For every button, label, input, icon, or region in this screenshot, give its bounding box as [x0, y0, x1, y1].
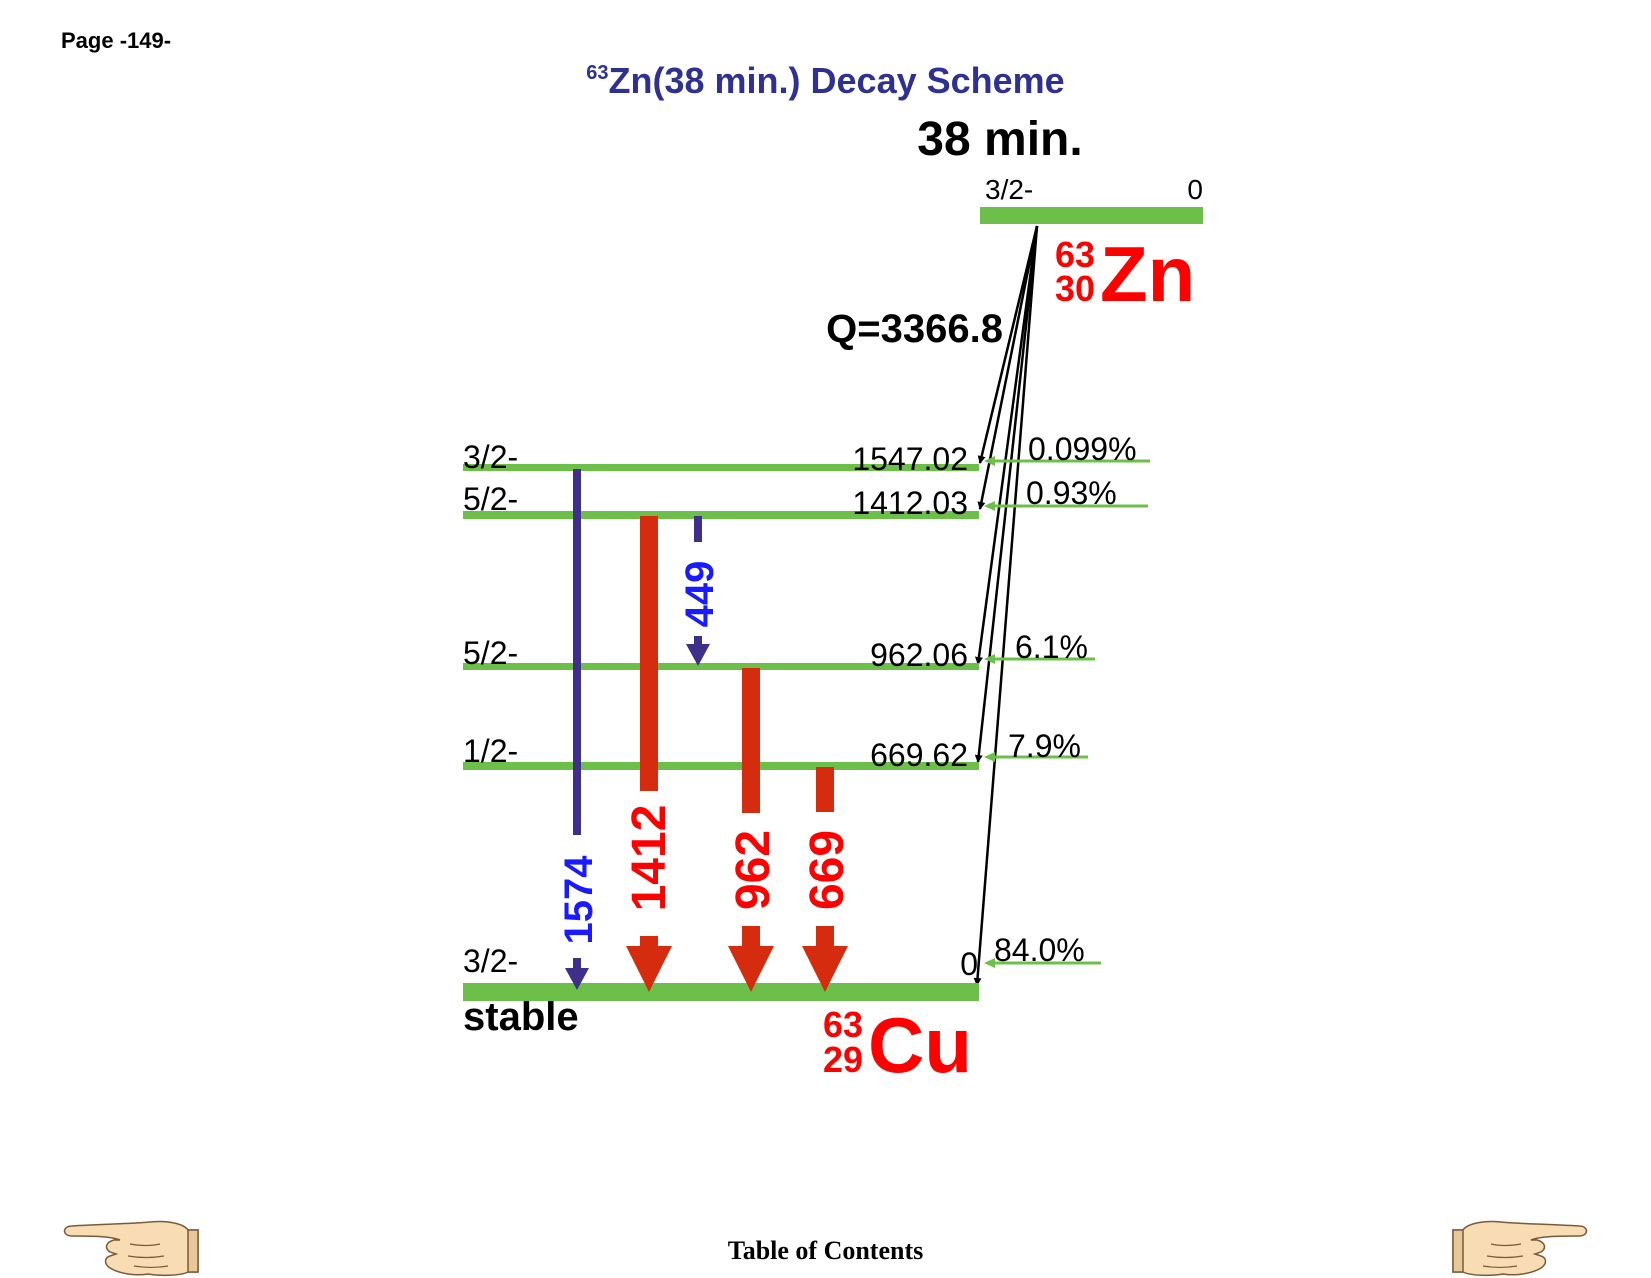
table-of-contents-link[interactable]: Table of Contents: [727, 1236, 924, 1265]
parent-spin: 3/2-: [985, 174, 1033, 205]
level-spin: 3/2-: [463, 439, 518, 475]
level-line: [463, 762, 979, 770]
gamma-arrowhead: [686, 644, 710, 666]
level-energy: 0: [960, 946, 978, 982]
gamma-shaft: [640, 516, 658, 791]
beta-line-669: [974, 225, 1039, 763]
level-line: [463, 511, 979, 519]
level-line: [463, 464, 979, 471]
gamma-shaft-lower: [640, 936, 658, 948]
gamma-shaft: [816, 767, 834, 812]
branch-arrowhead: [984, 958, 995, 968]
next-page-hand-icon[interactable]: [1451, 1218, 1591, 1278]
parent-element-symbol: Zn: [1100, 230, 1195, 318]
level-1547: 3/2- 1547.02 0.099%: [463, 431, 1150, 477]
level-energy: 669.62: [870, 737, 968, 773]
gamma-shaft: [573, 469, 581, 835]
gamma-449: 449: [678, 516, 722, 666]
level-1412: 5/2- 1412.03 0.93%: [463, 475, 1148, 521]
branch-arrowhead: [984, 654, 995, 664]
level-ground: 3/2- 0 84.0%: [463, 932, 1101, 1001]
level-spin: 1/2-: [463, 733, 518, 769]
daughter-mass-number: 63: [823, 1004, 863, 1045]
level-energy: 962.06: [870, 637, 968, 673]
level-line: [463, 983, 979, 1001]
level-energy: 1412.03: [852, 485, 968, 521]
title-text: Zn(38 min.) Decay Scheme: [608, 60, 1065, 101]
parent-atomic-number: 30: [1055, 268, 1095, 309]
gamma-shaft-lower: [573, 958, 581, 970]
beta-line-0: [973, 225, 1039, 986]
gamma-1574: 1574: [557, 469, 601, 990]
page-title: 63Zn(38 min.) Decay Scheme: [0, 60, 1651, 102]
gamma-shaft: [694, 516, 702, 542]
beta-line-962: [974, 225, 1039, 665]
level-spin: 3/2-: [463, 943, 518, 979]
gamma-label: 449: [678, 561, 722, 628]
q-value: Q=3366.8: [826, 307, 1003, 351]
daughter-atomic-number: 29: [823, 1039, 863, 1080]
level-spin: 5/2-: [463, 635, 518, 671]
previous-page-hand-icon[interactable]: [60, 1218, 200, 1278]
gamma-669: 669: [801, 767, 854, 992]
branch-percent: 6.1%: [1015, 629, 1088, 665]
gamma-shaft: [742, 668, 760, 813]
branch-percent: 7.9%: [1008, 728, 1081, 764]
parent-level-line: [980, 207, 1203, 224]
gamma-shaft-lower: [742, 926, 760, 948]
gamma-label: 669: [801, 830, 854, 910]
level-962: 5/2- 962.06 6.1%: [463, 629, 1095, 673]
gamma-arrowhead: [728, 946, 774, 992]
gamma-1412: 1412: [623, 516, 676, 992]
beta-line-1547: [977, 225, 1039, 464]
parent-energy: 0: [1187, 174, 1203, 205]
level-energy: 1547.02: [852, 441, 968, 477]
gamma-label: 962: [727, 830, 780, 910]
parent-half-life: 38 min.: [917, 113, 1082, 166]
gamma-arrowhead: [565, 968, 589, 990]
branch-arrowhead: [984, 456, 995, 466]
gamma-arrowhead: [802, 946, 848, 992]
gamma-label: 1412: [623, 805, 676, 912]
gamma-label: 1574: [557, 855, 601, 945]
title-mass-number: 63: [586, 62, 609, 84]
parent-mass-number: 63: [1055, 234, 1095, 275]
branch-arrowhead: [984, 501, 995, 511]
level-line: [463, 663, 979, 670]
gamma-shaft-lower: [816, 926, 834, 948]
level-spin: 5/2-: [463, 481, 518, 517]
gamma-shaft-lower: [694, 636, 702, 646]
branch-arrowhead: [984, 752, 995, 762]
level-669: 1/2- 669.62 7.9%: [463, 728, 1088, 773]
daughter-element-symbol: Cu: [868, 1001, 972, 1089]
gamma-962: 962: [727, 668, 780, 992]
branch-percent: 0.099%: [1028, 431, 1137, 467]
page-number: Page -149-: [61, 28, 172, 53]
branch-percent: 84.0%: [994, 932, 1085, 968]
branch-percent: 0.93%: [1026, 475, 1117, 511]
daughter-stability: stable: [463, 995, 579, 1039]
gamma-arrowhead: [626, 946, 672, 992]
